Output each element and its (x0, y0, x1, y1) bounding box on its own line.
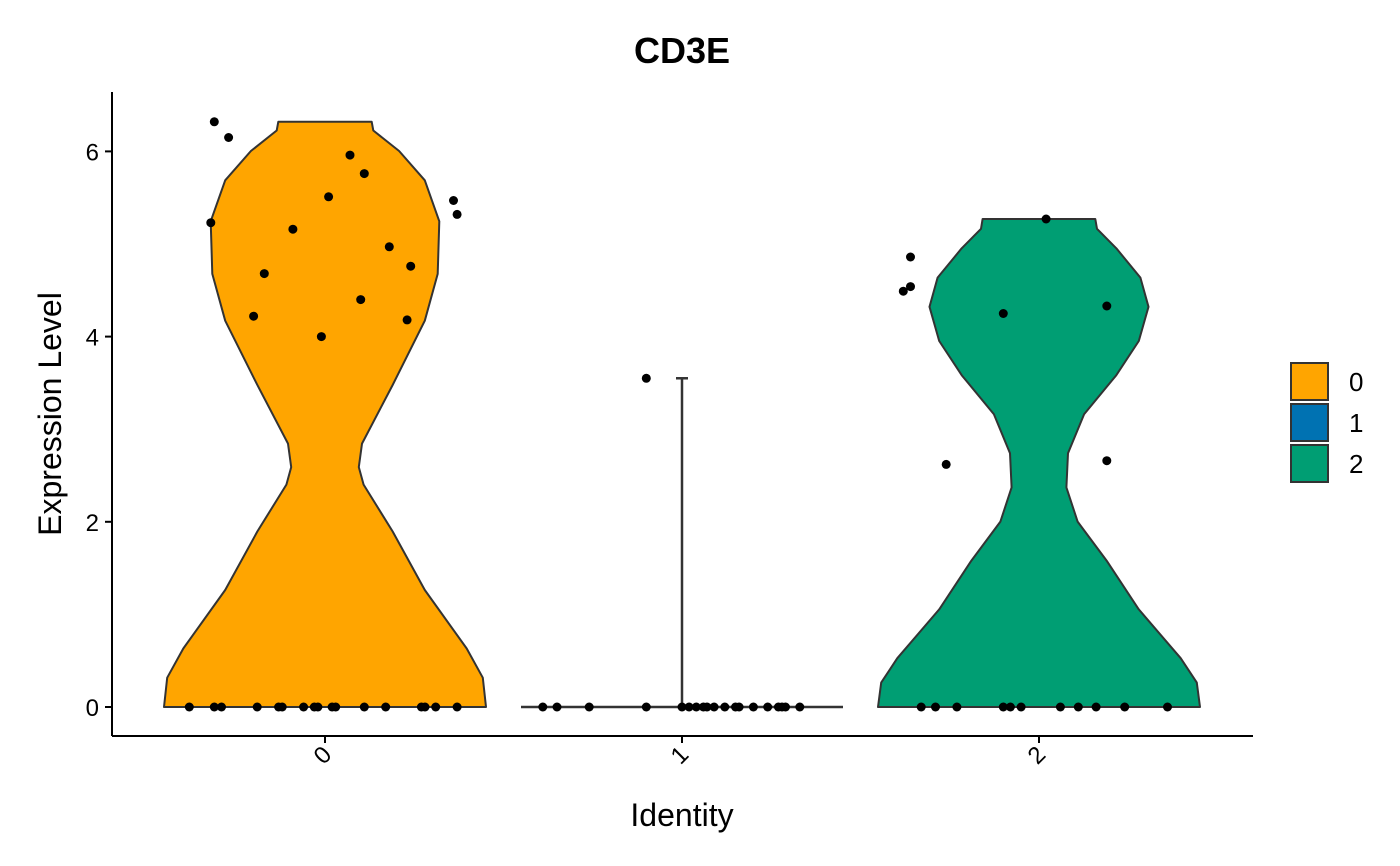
data-point (1102, 456, 1112, 466)
y-tick-label: 6 (86, 139, 99, 166)
data-point (381, 702, 391, 712)
data-point (952, 702, 962, 712)
data-point (906, 252, 915, 262)
data-point (684, 702, 694, 712)
legend-swatch-2 (1290, 444, 1329, 483)
data-point (1005, 702, 1015, 712)
data-point (359, 702, 369, 712)
data-point (324, 192, 334, 202)
x-axis-label: Identity (630, 797, 733, 833)
data-point (402, 315, 412, 325)
data-point (1120, 702, 1130, 712)
data-point (359, 169, 369, 179)
data-point (316, 332, 326, 342)
data-point (1055, 702, 1065, 712)
data-point (1091, 702, 1101, 712)
data-point (898, 286, 908, 296)
data-point (941, 459, 951, 469)
data-point (720, 702, 730, 712)
data-point (313, 702, 323, 712)
data-point (734, 702, 744, 712)
data-point (259, 269, 269, 279)
data-point (998, 309, 1008, 318)
data-point (931, 702, 940, 712)
legend-label-1: 1 (1349, 408, 1363, 438)
data-point (1163, 702, 1172, 712)
violin-2 (877, 218, 1201, 708)
x-tick-label: 2 (1023, 741, 1052, 770)
data-point (209, 702, 219, 712)
data-point (452, 702, 462, 712)
data-point (906, 282, 915, 292)
data-point (538, 702, 548, 712)
data-point (288, 224, 298, 234)
data-point (763, 702, 773, 712)
data-point (1102, 301, 1112, 311)
data-point (1041, 214, 1051, 224)
data-point (299, 702, 309, 712)
chart-title: CD3E (634, 30, 730, 71)
data-point (795, 702, 805, 712)
data-point (206, 218, 216, 228)
data-point (691, 702, 701, 712)
legend-swatch-0 (1290, 362, 1329, 401)
data-point (916, 702, 926, 712)
data-point (384, 242, 394, 252)
data-point (641, 373, 651, 383)
y-axis-label: Expression Level (32, 292, 68, 536)
data-point (677, 702, 687, 712)
data-point (345, 150, 355, 160)
data-point (748, 702, 758, 712)
data-point (331, 702, 341, 712)
violin-0 (163, 120, 487, 708)
data-point (709, 702, 719, 712)
violins-layer (163, 120, 1201, 709)
y-tick-label: 4 (86, 325, 99, 352)
x-tick-label: 1 (666, 741, 695, 770)
data-point (224, 133, 234, 142)
data-point (552, 702, 562, 712)
data-point (1016, 702, 1026, 712)
legend-label-2: 2 (1349, 449, 1363, 479)
data-point (431, 702, 441, 712)
y-tick-label: 0 (86, 695, 99, 722)
data-point (702, 702, 712, 712)
data-point (1073, 702, 1083, 712)
data-point (998, 702, 1008, 712)
data-point (249, 311, 259, 321)
data-point (217, 702, 226, 712)
legend-swatch-1 (1290, 403, 1329, 442)
data-point (420, 702, 430, 712)
x-tick-label: 0 (309, 741, 338, 770)
y-tick-label: 2 (86, 510, 99, 537)
data-point (449, 196, 458, 205)
legend: 0 1 2 (1290, 362, 1363, 483)
data-point (641, 702, 651, 712)
data-point (781, 702, 790, 712)
data-point (452, 209, 462, 219)
legend-label-0: 0 (1349, 367, 1363, 397)
points-layer (184, 117, 1172, 712)
data-point (252, 702, 262, 712)
data-point (184, 702, 194, 712)
data-point (356, 295, 366, 305)
data-point (209, 117, 219, 127)
data-point (406, 261, 416, 271)
data-point (277, 702, 287, 712)
data-point (584, 702, 594, 712)
